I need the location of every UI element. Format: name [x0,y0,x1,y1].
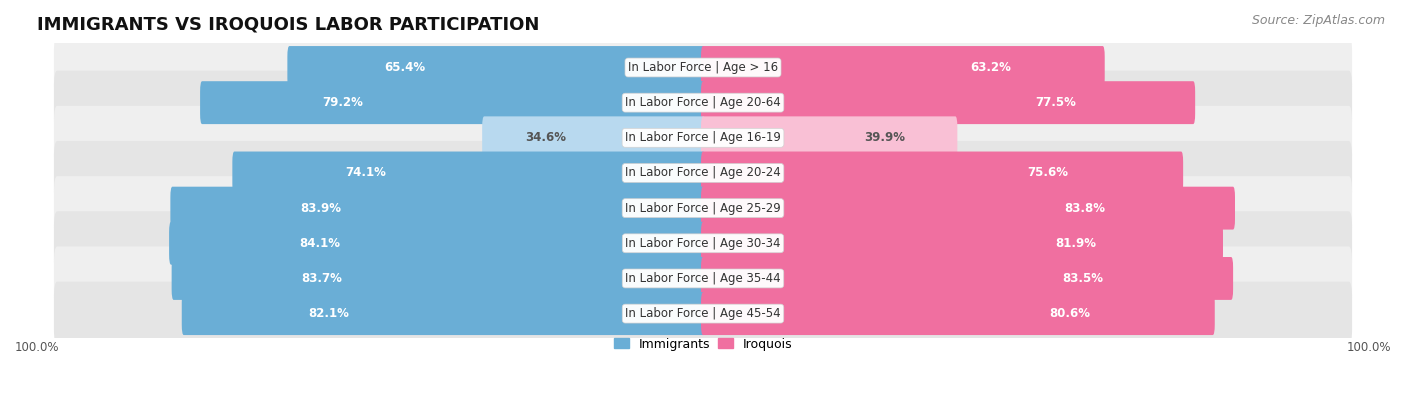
Text: In Labor Force | Age 45-54: In Labor Force | Age 45-54 [626,307,780,320]
FancyBboxPatch shape [53,211,1353,275]
Text: IMMIGRANTS VS IROQUOIS LABOR PARTICIPATION: IMMIGRANTS VS IROQUOIS LABOR PARTICIPATI… [37,15,540,33]
Text: In Labor Force | Age > 16: In Labor Force | Age > 16 [628,61,778,74]
Text: 83.7%: 83.7% [301,272,342,285]
FancyBboxPatch shape [53,282,1353,346]
FancyBboxPatch shape [702,81,1195,124]
Text: 74.1%: 74.1% [344,166,387,179]
FancyBboxPatch shape [702,222,1223,265]
Text: In Labor Force | Age 25-29: In Labor Force | Age 25-29 [626,201,780,214]
Text: 39.9%: 39.9% [865,131,905,144]
FancyBboxPatch shape [702,257,1233,300]
FancyBboxPatch shape [702,152,1182,194]
FancyBboxPatch shape [172,257,704,300]
Legend: Immigrants, Iroquois: Immigrants, Iroquois [609,333,797,356]
Text: 80.6%: 80.6% [1049,307,1091,320]
Text: In Labor Force | Age 35-44: In Labor Force | Age 35-44 [626,272,780,285]
Text: 84.1%: 84.1% [299,237,340,250]
Text: 81.9%: 81.9% [1056,237,1097,250]
FancyBboxPatch shape [53,106,1353,170]
Text: In Labor Force | Age 20-64: In Labor Force | Age 20-64 [626,96,780,109]
Text: 75.6%: 75.6% [1026,166,1067,179]
FancyBboxPatch shape [53,141,1353,205]
Text: 77.5%: 77.5% [1035,96,1077,109]
Text: 34.6%: 34.6% [524,131,567,144]
Text: 63.2%: 63.2% [970,61,1011,74]
FancyBboxPatch shape [169,222,704,265]
FancyBboxPatch shape [200,81,704,124]
FancyBboxPatch shape [482,117,704,159]
FancyBboxPatch shape [702,187,1234,229]
Text: 83.8%: 83.8% [1064,201,1105,214]
FancyBboxPatch shape [232,152,704,194]
Text: 79.2%: 79.2% [322,96,363,109]
Text: 83.5%: 83.5% [1063,272,1104,285]
FancyBboxPatch shape [53,36,1353,100]
FancyBboxPatch shape [181,292,704,335]
FancyBboxPatch shape [53,71,1353,135]
FancyBboxPatch shape [53,246,1353,310]
FancyBboxPatch shape [53,176,1353,240]
Text: 82.1%: 82.1% [309,307,350,320]
Text: 83.9%: 83.9% [301,201,342,214]
Text: In Labor Force | Age 16-19: In Labor Force | Age 16-19 [626,131,780,144]
FancyBboxPatch shape [287,46,704,89]
Text: In Labor Force | Age 20-24: In Labor Force | Age 20-24 [626,166,780,179]
Text: Source: ZipAtlas.com: Source: ZipAtlas.com [1251,14,1385,27]
FancyBboxPatch shape [702,46,1105,89]
Text: In Labor Force | Age 30-34: In Labor Force | Age 30-34 [626,237,780,250]
FancyBboxPatch shape [702,292,1215,335]
FancyBboxPatch shape [702,117,957,159]
Text: 65.4%: 65.4% [385,61,426,74]
FancyBboxPatch shape [170,187,704,229]
